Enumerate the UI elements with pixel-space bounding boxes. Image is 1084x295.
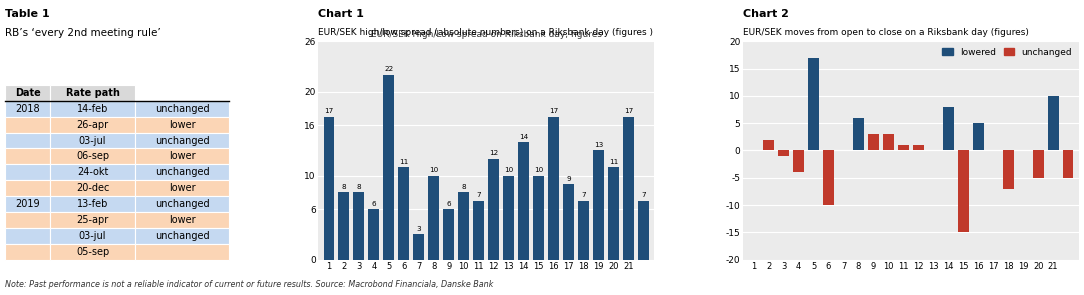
Text: 7: 7 [581,192,585,198]
Text: unchanged: unchanged [155,199,209,209]
Text: 14: 14 [519,134,528,140]
Bar [1048,96,1058,150]
Bar [608,167,619,260]
Bar [793,150,804,172]
Text: 13-feb: 13-feb [77,199,108,209]
Bar [1003,150,1014,189]
Title: EUR/SEK High/Low spread on Riksbank day, figures: EUR/SEK High/Low spread on Riksbank day,… [371,30,602,39]
Text: 17: 17 [549,108,558,114]
Bar [763,140,774,150]
Text: EUR/SEK high/low spread (absolute numbers) on a Riksbank day (figures ): EUR/SEK high/low spread (absolute number… [319,28,654,37]
Text: Chart 2: Chart 2 [744,9,789,19]
Text: Chart 1: Chart 1 [319,9,364,19]
Bar [778,150,789,156]
Text: 20-dec: 20-dec [76,183,109,193]
Bar [1062,150,1073,178]
Bar [518,142,529,260]
Bar [913,145,924,150]
Bar [809,58,820,150]
Bar [578,201,589,260]
Text: 7: 7 [476,192,481,198]
Text: 10: 10 [429,167,438,173]
Text: 25-apr: 25-apr [77,215,108,225]
Text: 03-jul: 03-jul [79,135,106,145]
Legend: lowered, unchanged: lowered, unchanged [941,46,1074,58]
Text: 11: 11 [609,159,618,165]
Bar [1033,150,1044,178]
Bar [474,201,485,260]
Text: unchanged: unchanged [155,167,209,177]
Bar [338,192,349,260]
Bar [853,118,864,150]
Text: 10: 10 [504,167,513,173]
Bar [443,209,454,260]
Text: 22: 22 [384,66,393,72]
Text: 12: 12 [489,150,499,156]
Text: 9: 9 [566,176,571,181]
Bar [958,150,969,232]
Text: 8: 8 [462,184,466,190]
Bar [369,209,379,260]
Text: lower: lower [169,151,195,161]
Bar [488,159,499,260]
Text: 10: 10 [534,167,543,173]
Bar [399,167,409,260]
Text: lower: lower [169,120,195,130]
Text: Note: Past performance is not a reliable indicator of current or future results.: Note: Past performance is not a reliable… [5,280,494,289]
Text: RB’s ‘every 2nd meeting rule’: RB’s ‘every 2nd meeting rule’ [5,28,162,38]
Bar [868,134,879,150]
Bar [823,150,834,205]
Text: 17: 17 [623,108,633,114]
Text: 3: 3 [416,226,421,232]
Text: 26-apr: 26-apr [77,120,108,130]
Text: 2018: 2018 [15,104,40,114]
Bar [353,192,364,260]
Text: EUR/SEK moves from open to close on a Riksbank day (figures): EUR/SEK moves from open to close on a Ri… [744,28,1029,37]
Text: unchanged: unchanged [155,231,209,241]
Text: unchanged: unchanged [155,104,209,114]
Text: 05-sep: 05-sep [76,247,109,257]
Bar [883,134,894,150]
Text: Rate path: Rate path [66,88,119,98]
Bar [943,107,954,150]
Bar [898,145,908,150]
Bar [413,235,424,260]
Text: 14-feb: 14-feb [77,104,108,114]
Bar [549,117,559,260]
Text: Table 1: Table 1 [5,9,50,19]
Bar [384,75,395,260]
Text: unchanged: unchanged [155,135,209,145]
Text: 03-jul: 03-jul [79,231,106,241]
Bar [972,123,983,150]
Bar [563,184,573,260]
Text: 17: 17 [324,108,334,114]
Text: Date: Date [15,88,41,98]
Text: 8: 8 [341,184,346,190]
Bar [459,192,469,260]
Text: 7: 7 [641,192,646,198]
Bar [593,150,604,260]
Text: lower: lower [169,183,195,193]
Text: 13: 13 [594,142,603,148]
Text: 11: 11 [399,159,409,165]
Text: 8: 8 [357,184,361,190]
Bar [428,176,439,260]
Text: 24-okt: 24-okt [77,167,108,177]
Bar [503,176,514,260]
Bar [323,117,334,260]
Bar [637,201,648,260]
Text: 2019: 2019 [15,199,40,209]
Text: 6: 6 [447,201,451,207]
Text: 06-sep: 06-sep [76,151,109,161]
Text: lower: lower [169,215,195,225]
Text: 6: 6 [372,201,376,207]
Bar [533,176,544,260]
Bar [623,117,634,260]
